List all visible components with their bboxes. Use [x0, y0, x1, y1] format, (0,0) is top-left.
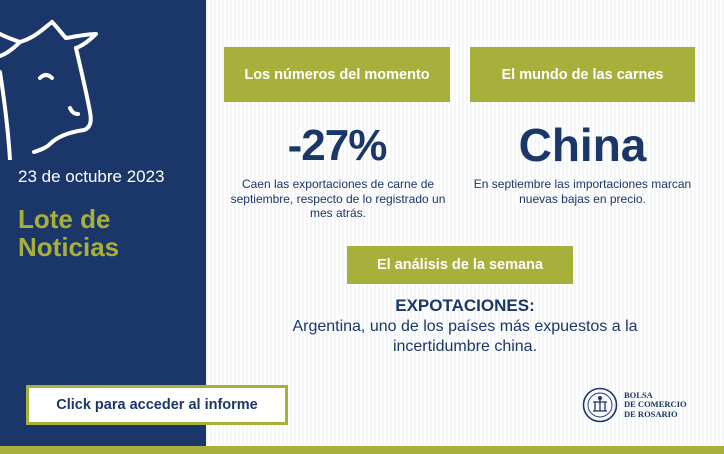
- numeros-description: Caen las exportaciones de carne de septi…: [230, 177, 446, 220]
- logo-line: BOLSA: [624, 389, 653, 400]
- bottom-accent-bar: [0, 446, 724, 454]
- open-report-button[interactable]: Click para acceder al informe: [26, 385, 288, 425]
- numeros-value: -27%: [287, 121, 388, 170]
- numeros-label: Los números del momento: [224, 47, 450, 102]
- bolsa-seal-icon: [582, 387, 618, 423]
- issue-date: 23 de octubre 2023: [18, 167, 165, 186]
- left-panel: 23 de octubre 2023 Lote de Noticias: [0, 0, 206, 454]
- logo-line: DE COMERCIO: [624, 399, 687, 410]
- mundo-label: El mundo de las carnes: [470, 47, 695, 102]
- bolsa-logo: BOLSA DE COMERCIO DE ROSARIO: [582, 385, 702, 425]
- newsletter-title: Lote de Noticias: [18, 204, 120, 262]
- analisis-label: El análisis de la semana: [347, 246, 573, 284]
- logo-wordmark: BOLSA DE COMERCIO DE ROSARIO: [624, 389, 687, 420]
- analysis-body: Argentina, uno de los países más expuest…: [292, 318, 638, 355]
- logo-line: DE ROSARIO: [624, 408, 678, 419]
- cow-icon: [0, 20, 98, 160]
- mundo-description: En septiembre las importaciones marcan n…: [473, 177, 692, 206]
- mundo-value: China: [518, 119, 647, 171]
- analysis-title: EXPOTACIONES:: [395, 296, 535, 315]
